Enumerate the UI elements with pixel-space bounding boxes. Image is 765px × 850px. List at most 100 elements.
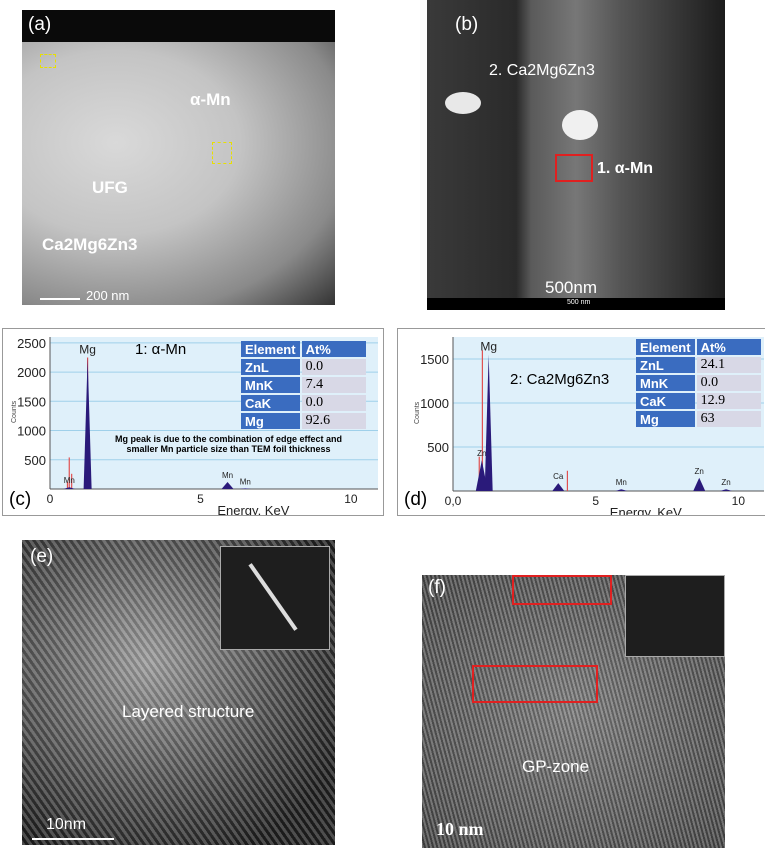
- table-cell: 0.0: [301, 395, 366, 411]
- peak: [720, 489, 733, 491]
- panel-label: (f): [428, 577, 446, 598]
- info-bar: [427, 298, 725, 310]
- specimen-edge: [22, 10, 335, 42]
- annotation-alpha-mn: 1. α-Mn: [597, 160, 654, 177]
- scale-bar-label: 500nm: [545, 278, 597, 297]
- peak-label: Mn: [240, 477, 251, 486]
- table-header: Element: [241, 341, 300, 357]
- diffraction-spots: [248, 563, 298, 631]
- y-tick-label: 1000: [420, 396, 449, 411]
- peak-label: Mg: [79, 342, 96, 356]
- selection-box: [40, 54, 56, 68]
- table-header: Element: [636, 339, 695, 355]
- caption: Layered structure: [122, 702, 255, 721]
- x-axis-label: Energy, KeV: [217, 503, 289, 515]
- peak: [615, 489, 628, 491]
- annotation-phase: Ca2Mg6Zn3: [42, 235, 138, 254]
- scale-bar: [32, 838, 114, 840]
- chart-title: 1: α-Mn: [135, 341, 187, 358]
- peak: [221, 481, 234, 489]
- x-tick-label: 5: [197, 492, 204, 506]
- y-tick-label: 1500: [17, 394, 46, 409]
- y-tick-label: 2000: [17, 365, 46, 380]
- scale-bar-small-label: 500 nm: [567, 299, 591, 306]
- scale-bar-label: 10nm: [46, 816, 87, 833]
- peak: [239, 488, 252, 489]
- note-line: Mg peak is due to the combination of edg…: [115, 434, 343, 444]
- y-tick-label: 500: [427, 440, 449, 455]
- x-tick-label: 0: [47, 492, 54, 506]
- fft-inset: [220, 546, 330, 650]
- peak-label: Zn: [695, 467, 704, 476]
- y-tick-label: 2500: [17, 336, 46, 351]
- peak: [484, 354, 493, 491]
- table-cell: 0.0: [696, 375, 761, 391]
- panel-label: (c): [9, 489, 32, 510]
- peak: [552, 483, 565, 491]
- composition-table: Element At% ZnL 0.0 MnK 7.4 CaK 0.0 Mg 92.6: [239, 339, 368, 431]
- peak: [693, 477, 706, 491]
- analysis-box: [555, 154, 593, 182]
- note: Mg peak is due to the combination of edg…: [115, 434, 342, 454]
- table-cell: Mg: [636, 411, 695, 427]
- region-box: [472, 665, 598, 703]
- table-header: At%: [696, 339, 761, 355]
- x-tick-label: 5: [592, 494, 599, 508]
- peak: [63, 487, 76, 489]
- peak: [475, 460, 488, 491]
- panel-c-eds-spectrum: 500 1000 1500 2000 2500 0 5 10 Energy, KeV Counts…: [2, 328, 384, 518]
- peak-label: Mg: [480, 340, 497, 354]
- y-tick-label: 1000: [17, 424, 46, 439]
- y-tick-label: 1500: [420, 352, 449, 367]
- annotation-ufg: UFG: [92, 178, 128, 197]
- table-cell: 7.4: [301, 377, 366, 393]
- x-tick-label: 0,0: [445, 494, 462, 508]
- panel-b-haadf-image: (b) 2. Ca2Mg6Zn3 1. α-Mn 500nm 500 nm: [427, 0, 725, 310]
- table-cell: CaK: [636, 393, 695, 409]
- y-axis-label: Counts: [414, 401, 421, 424]
- composition-table: Element At% ZnL 24.1 MnK 0.0 CaK 12.9 Mg 63: [634, 337, 763, 429]
- table-cell: 24.1: [696, 357, 761, 373]
- scale-bar: [40, 298, 80, 300]
- panel-label: (e): [30, 546, 54, 567]
- table-cell: 92.6: [301, 413, 366, 429]
- peak-label: Ca: [553, 472, 564, 481]
- panel-label: (b): [455, 14, 479, 35]
- selection-box: [212, 142, 232, 164]
- annotation-alpha-mn: α-Mn: [190, 90, 231, 109]
- fft-inset: [625, 575, 725, 657]
- peak-label: Mn: [616, 478, 627, 487]
- region-box: [512, 575, 612, 605]
- table-cell: ZnL: [636, 357, 695, 373]
- particle: [445, 92, 481, 114]
- particle: [562, 110, 598, 140]
- peak-label: Mn: [222, 471, 233, 480]
- panel-a-tem-image: (a) α-Mn UFG Ca2Mg6Zn3 200 nm: [22, 10, 335, 305]
- panel-f-hrtem-image: (f) GP-zone 10 nm: [422, 575, 725, 848]
- table-cell: 12.9: [696, 393, 761, 409]
- panel-label: (d): [404, 489, 428, 510]
- table-cell: 0.0: [301, 359, 366, 375]
- peak-label: Zn: [721, 478, 730, 487]
- y-tick-label: 500: [24, 453, 46, 468]
- table-cell: 63: [696, 411, 761, 427]
- table-cell: Mg: [241, 413, 300, 429]
- x-axis-label: Energy, KeV: [610, 505, 682, 515]
- table-cell: MnK: [241, 377, 300, 393]
- x-tick-label: 10: [732, 494, 746, 508]
- chart-title: 2: Ca2Mg6Zn3: [510, 371, 610, 388]
- peak-label: Zn: [477, 449, 486, 458]
- table-cell: ZnL: [241, 359, 300, 375]
- caption: GP-zone: [522, 757, 590, 776]
- panel-label: (a): [28, 14, 52, 35]
- peak: [83, 357, 92, 489]
- annotation-phase: 2. Ca2Mg6Zn3: [489, 62, 595, 79]
- scale-bar-label: 10 nm: [436, 819, 484, 839]
- table-cell: MnK: [636, 375, 695, 391]
- peak-label: Mn: [64, 476, 75, 485]
- x-tick-label: 10: [344, 492, 358, 506]
- panel-e-hrtem-image: (e) Layered structure 10nm: [22, 540, 335, 845]
- table-header: At%: [301, 341, 366, 357]
- note-line: smaller Mn particle size than TEM foil t…: [126, 444, 331, 454]
